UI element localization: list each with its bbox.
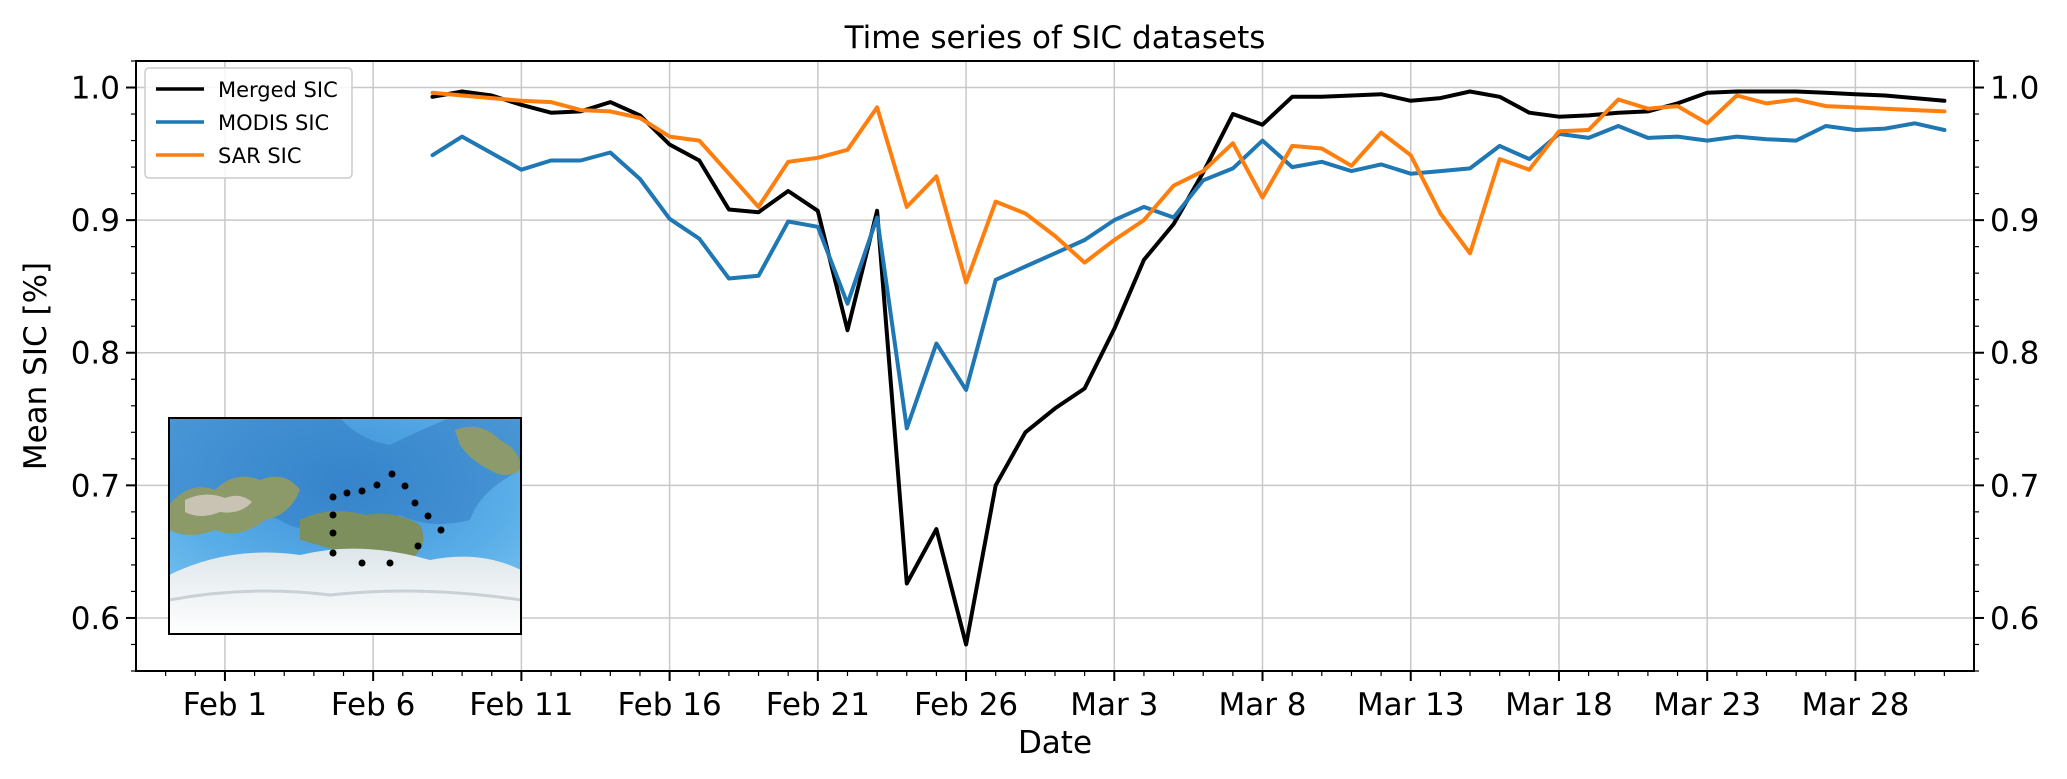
y-tick-label-right: 0.9 (1990, 203, 2039, 239)
y-axis: 0.6 0.6 0.7 0.7 0.8 0.8 0.9 0.9 1.0 1.0 (71, 60, 2039, 672)
x-tick-label: Feb 26 (914, 687, 1018, 723)
series-line-modis-sic (430, 121, 1947, 431)
x-axis: Feb 1 Feb 6 Feb 11 Feb 16 Feb 21 Feb 26 Mar 3 M… (165, 671, 1945, 723)
chart-title: Time series of SIC datasets (844, 20, 1266, 56)
x-tick-label: Mar 23 (1653, 687, 1761, 723)
x-tick-label: Feb 6 (331, 687, 415, 723)
x-tick-label: Feb 1 (183, 687, 267, 723)
legend: Merged SIC MODIS SIC SAR SIC (144, 67, 353, 179)
y-tick-label-left: 1.0 (71, 71, 120, 107)
legend-label-modis: MODIS SIC (218, 111, 329, 135)
x-tick-label: Mar 13 (1357, 687, 1465, 723)
x-tick-label: Feb 16 (618, 687, 722, 723)
y-tick-label-right: 0.8 (1990, 336, 2039, 372)
series-group (430, 89, 1947, 647)
x-tick-label: Mar 28 (1802, 687, 1910, 723)
inset-map-icon (168, 417, 522, 635)
series-line-merged-sic (430, 89, 1947, 647)
series-line-sar-sic (430, 90, 1947, 285)
x-axis-label: Date (1018, 725, 1092, 761)
x-tick-label: Mar 8 (1218, 687, 1306, 723)
x-tick-label: Mar 3 (1070, 687, 1158, 723)
y-tick-label-right: 0.7 (1990, 468, 2039, 504)
legend-box (144, 67, 353, 179)
y-tick-label-left: 0.8 (71, 336, 120, 372)
y-tick-label-left: 0.6 (71, 601, 120, 637)
y-tick-label-right: 0.6 (1990, 601, 2039, 637)
legend-label-merged: Merged SIC (218, 78, 338, 102)
y-tick-label-right: 1.0 (1990, 71, 2039, 107)
x-tick-label: Mar 18 (1505, 687, 1613, 723)
legend-label-sar: SAR SIC (218, 144, 302, 168)
y-tick-label-left: 0.9 (71, 203, 120, 239)
x-tick-label: Feb 11 (469, 687, 573, 723)
y-tick-label-left: 0.7 (71, 468, 120, 504)
x-tick-label: Feb 21 (766, 687, 870, 723)
y-axis-label: Mean SIC [%] (18, 262, 54, 470)
